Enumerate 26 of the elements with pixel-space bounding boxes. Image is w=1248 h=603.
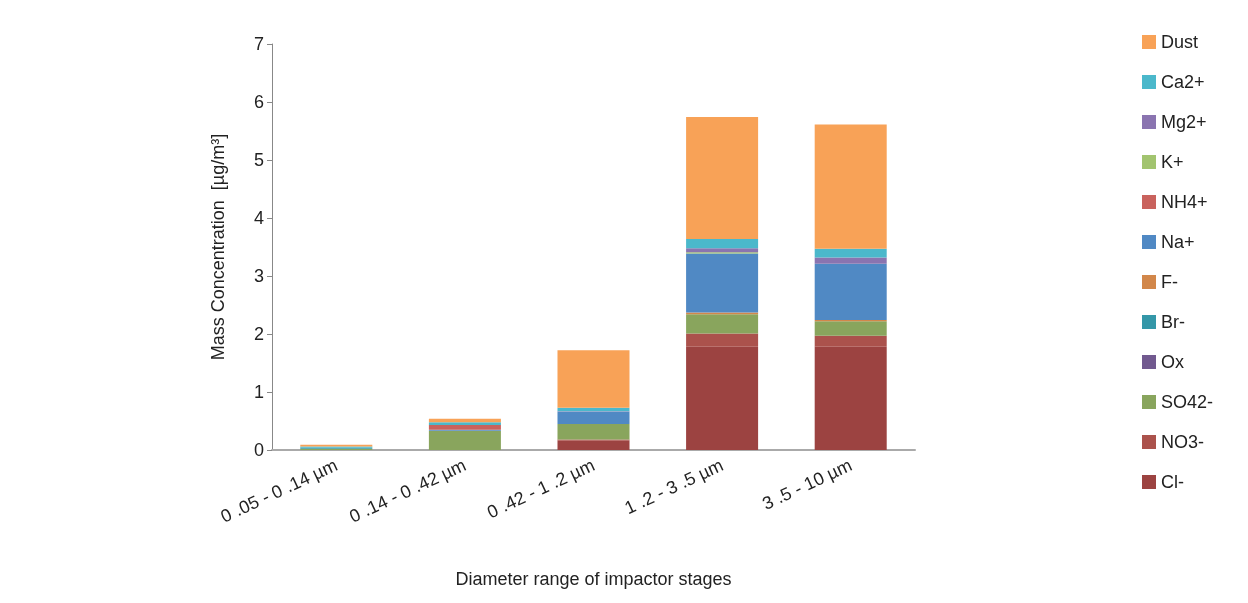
- y-tick-label: 5: [253, 150, 264, 170]
- legend-label: NO3-: [1160, 432, 1204, 452]
- legend-label: NH4+: [1160, 192, 1208, 212]
- legend-label: Ox: [1160, 352, 1184, 372]
- legend-label: Cl-: [1160, 472, 1184, 492]
- legend-label: Na+: [1160, 232, 1195, 252]
- legend-label: SO42-: [1160, 392, 1214, 412]
- x-axis-title: Diameter range of impactor stages: [455, 569, 732, 589]
- y-tick-label: 6: [253, 92, 264, 112]
- legend-label: Br-: [1160, 312, 1185, 332]
- x-tick-label: 3 .5 - 10 µm: [759, 454, 855, 514]
- y-axis-title: Mass Concentration [µg/m³]: [208, 133, 228, 361]
- x-tick-label: 1 .2 - 3 .5 µm: [621, 454, 727, 519]
- y-tick-label: 2: [253, 324, 264, 344]
- legend-label: Dust: [1160, 32, 1198, 52]
- y-tick-label: 1: [253, 382, 264, 402]
- x-tick-label: 0 .14 - 0 .42 µm: [346, 454, 470, 527]
- legend-label: Mg2+: [1160, 112, 1207, 132]
- legend-label: Ca2+: [1160, 72, 1205, 92]
- legend-label: F-: [1160, 272, 1178, 292]
- y-tick-label: 7: [253, 34, 264, 54]
- y-tick-label: 0: [253, 440, 264, 460]
- x-tick-label: 0 .42 - 1 .2 µm: [483, 454, 598, 523]
- y-tick-label: 3: [253, 266, 264, 286]
- y-tick-label: 4: [253, 208, 264, 228]
- legend-label: K+: [1160, 152, 1184, 172]
